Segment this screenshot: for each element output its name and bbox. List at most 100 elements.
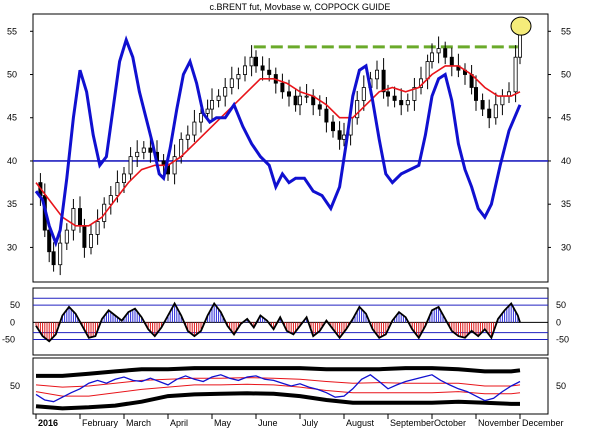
candle-body-8 <box>78 208 83 227</box>
candle-body-10 <box>89 234 94 248</box>
osc-ytick-label-left--50: -50 <box>2 335 15 345</box>
candle-body-32 <box>229 78 234 88</box>
x-label-5: June <box>258 418 278 428</box>
candle-body-33 <box>236 74 241 80</box>
candle-body-25 <box>185 134 190 140</box>
candle-body-26 <box>192 121 197 136</box>
coppock-line <box>34 35 522 248</box>
price-ytick-label-right-50: 50 <box>561 70 571 80</box>
panel-frame-1 <box>32 287 549 356</box>
candle-body-18 <box>141 147 146 153</box>
osc-ytick-label-right-50: 50 <box>556 300 566 310</box>
band-blue-line <box>35 374 521 403</box>
price-ytick-label-left-55: 55 <box>7 26 17 36</box>
candle-body-27 <box>198 113 203 123</box>
candle-body-29 <box>209 100 214 110</box>
x-label-7: August <box>346 418 375 428</box>
candle-body-23 <box>172 156 177 175</box>
candle-body-44 <box>304 95 309 98</box>
candle-body-7 <box>71 208 76 231</box>
candle-body-15 <box>122 173 127 183</box>
candle-body-47 <box>324 108 329 123</box>
candle-body-57 <box>385 91 390 97</box>
candle-body-58 <box>392 95 397 101</box>
price-ytick-label-left-30: 30 <box>7 242 17 252</box>
candle-body-53 <box>361 87 366 101</box>
candle-body-43 <box>297 95 302 106</box>
candle-body-30 <box>216 95 221 101</box>
candle-body-73 <box>487 108 492 119</box>
x-label-4: May <box>214 418 232 428</box>
osc-ytick-label-right-0: 0 <box>556 317 561 327</box>
panel-frame-2 <box>32 357 549 415</box>
candle-body-42 <box>293 95 298 106</box>
candle-body-13 <box>108 195 113 205</box>
x-label-9: October <box>434 418 466 428</box>
x-label-2: March <box>126 418 151 428</box>
candle-body-46 <box>317 104 322 110</box>
candle-body-9 <box>82 225 87 248</box>
upper-band <box>36 366 521 378</box>
x-label-1: February <box>82 418 119 428</box>
candle-body-11 <box>95 221 100 235</box>
candle-body-5 <box>58 242 63 266</box>
candle-body-61 <box>412 87 417 101</box>
candle-body-31 <box>223 87 228 97</box>
candle-body-35 <box>249 56 254 67</box>
band-ytick-label-right-50: 50 <box>556 381 566 391</box>
candle-body-49 <box>337 130 342 140</box>
candle-body-56 <box>381 69 386 93</box>
candle-body-17 <box>135 151 140 158</box>
candle-body-34 <box>242 65 247 75</box>
candle-body-72 <box>480 100 485 110</box>
osc-ytick-label-right--50: -50 <box>556 335 569 345</box>
candle-body-64 <box>429 52 434 62</box>
candle-body-14 <box>115 182 120 196</box>
candle-body-28 <box>205 108 210 114</box>
candle-body-59 <box>399 100 404 106</box>
candle-body-6 <box>64 229 69 244</box>
band-red-line <box>35 377 521 388</box>
candle-body-75 <box>500 95 505 106</box>
candle-body-74 <box>493 104 498 119</box>
x-label-10: November <box>478 418 520 428</box>
price-ytick-label-left-40: 40 <box>7 156 17 166</box>
candle-body-55 <box>374 69 379 80</box>
band-red-line-2 <box>35 383 521 397</box>
highlight-circle <box>510 16 532 36</box>
candle-body-37 <box>260 65 265 71</box>
price-ytick-label-left-35: 35 <box>7 199 17 209</box>
candle-body-65 <box>436 48 441 54</box>
x-label-8: September <box>390 418 434 428</box>
candle-body-77 <box>513 56 518 93</box>
chart-title: c.BRENT fut, Movbase w, COPPOCK GUIDE <box>210 2 391 12</box>
candle-body-40 <box>280 82 285 93</box>
candle-body-50 <box>341 134 346 140</box>
x-label-0: 2016 <box>38 418 58 428</box>
osc-line <box>35 301 521 343</box>
candle-body-38 <box>267 69 272 75</box>
price-ytick-label-left-50: 50 <box>7 70 17 80</box>
lower-band <box>35 391 520 411</box>
candle-body-19 <box>148 147 153 153</box>
osc-ytick-label-left-50: 50 <box>10 300 20 310</box>
panel-frame-0 <box>32 13 549 283</box>
x-label-11: December <box>522 418 564 428</box>
price-ytick-label-right-30: 30 <box>561 242 571 252</box>
candle-body-60 <box>405 100 410 106</box>
candle-body-36 <box>253 56 258 67</box>
price-ytick-label-right-40: 40 <box>561 156 571 166</box>
candle-body-41 <box>286 91 291 97</box>
candle-body-16 <box>128 156 133 175</box>
candle-body-48 <box>330 121 335 132</box>
candle-body-63 <box>425 61 430 80</box>
candle-body-3 <box>47 229 52 253</box>
osc-ytick-label-left-0: 0 <box>10 317 15 327</box>
candle-body-4 <box>51 251 56 266</box>
candle-body-52 <box>355 100 360 119</box>
price-ytick-label-right-35: 35 <box>561 199 571 209</box>
price-ytick-label-right-55: 55 <box>561 26 571 36</box>
band-ytick-label-left-50: 50 <box>10 381 20 391</box>
